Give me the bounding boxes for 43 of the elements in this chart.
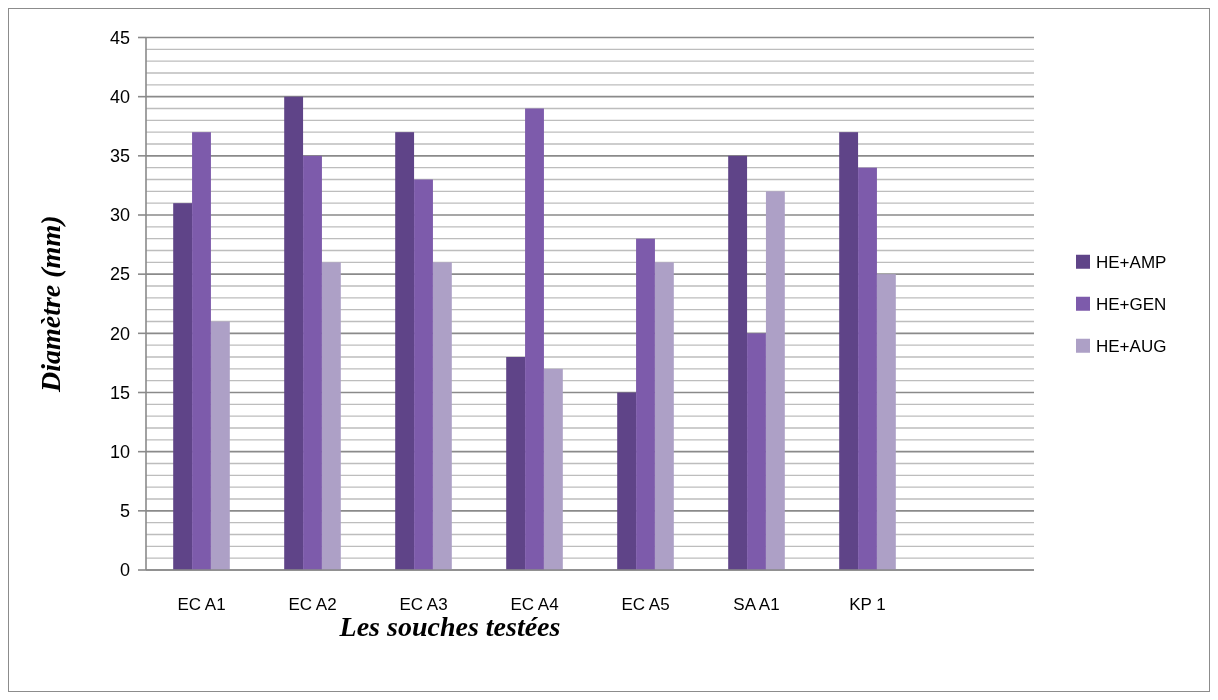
y-tick-label: 45 [109,27,130,48]
bar [173,203,193,570]
x-tick-label: EC A4 [510,595,559,614]
bar [414,179,433,570]
y-tick-label: 0 [119,560,130,581]
legend-label: HE+AMP [1096,252,1167,272]
x-tick-label: EC A2 [288,595,337,614]
bar [210,321,230,570]
x-tick-label: SA A1 [733,595,780,614]
y-tick-label: 25 [109,264,130,285]
x-tick-label: EC A5 [621,595,670,614]
bar [636,238,655,570]
x-axis-title: Les souches testées [338,611,561,642]
bar [617,392,637,570]
x-tick-label: KP 1 [849,595,886,614]
y-tick-label: 15 [109,382,130,403]
y-tick-label: 20 [109,323,130,344]
y-tick-label: 40 [109,86,130,107]
bar [284,96,304,570]
bar [432,262,452,570]
legend-label: HE+AUG [1096,336,1167,356]
bar [876,274,896,570]
y-tick-label: 10 [109,441,130,462]
bar [654,262,674,570]
bar [506,357,526,570]
bar [765,191,785,570]
x-tick-label: EC A1 [177,595,226,614]
bar [858,167,877,570]
bar [728,155,748,570]
x-tick-label: EC A3 [399,595,448,614]
y-tick-label: 5 [119,501,130,522]
bar [321,262,341,570]
bar [747,333,766,570]
bar [543,368,563,570]
bar [303,155,322,570]
bar [395,132,415,570]
legend-label: HE+GEN [1096,294,1167,314]
y-tick-label: 30 [109,205,130,226]
bar [192,132,211,570]
bar [525,108,544,570]
y-tick-label: 35 [109,146,130,167]
bar [839,132,859,570]
y-axis-title: Diamètre (mm) [35,215,66,394]
